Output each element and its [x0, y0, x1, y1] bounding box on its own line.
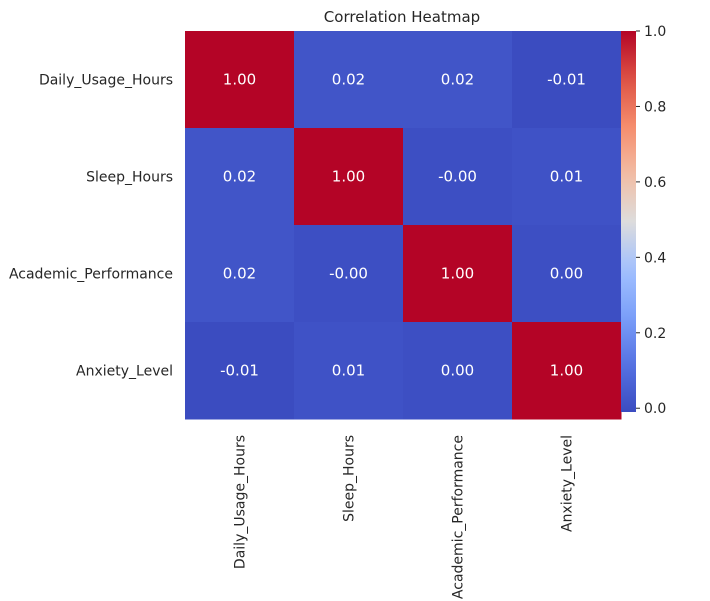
heatmap-cell: [403, 322, 513, 420]
heatmap-cell: [512, 322, 622, 420]
heatmap-cell: [185, 31, 295, 129]
heatmap-cell-label: 0.00: [441, 362, 474, 380]
colorbar-tick-label: 0.8: [644, 99, 666, 115]
heatmap-cell-label: -0.01: [220, 362, 259, 380]
heatmap-cell-label: 0.02: [332, 71, 365, 89]
x-tick-label: Daily_Usage_Hours: [233, 435, 249, 569]
heatmap-cell: [512, 31, 622, 129]
y-tick-label: Sleep_Hours: [86, 170, 173, 186]
colorbar-tick-label: 1.0: [644, 24, 666, 40]
heatmap-cell-label: -0.00: [438, 168, 477, 186]
heatmap-cell: [294, 31, 404, 129]
y-tick-label: Daily_Usage_Hours: [39, 73, 173, 89]
heatmap-cells: [185, 31, 622, 420]
heatmap-cell: [185, 225, 295, 323]
x-tick-label: Sleep_Hours: [342, 435, 358, 522]
heatmap-cell-label: -0.01: [547, 71, 586, 89]
y-tick-label: Anxiety_Level: [76, 364, 173, 380]
y-tick-label: Academic_Performance: [9, 267, 173, 283]
heatmap-cell-label: 0.01: [332, 362, 365, 380]
heatmap-cell-label: 1.00: [223, 71, 256, 89]
heatmap-cell-label: 0.02: [223, 168, 256, 186]
y-axis-tick-labels: Daily_Usage_Hours Sleep_Hours Academic_Per…: [9, 73, 173, 380]
chart-title: Correlation Heatmap: [324, 8, 480, 26]
heatmap-cell: [512, 128, 622, 226]
heatmap-cell-label: 0.02: [223, 265, 256, 283]
colorbar-tick-label: 0.6: [644, 175, 666, 191]
heatmap-cell-label: 0.02: [441, 71, 474, 89]
heatmap-cell: [294, 322, 404, 420]
heatmap-cell: [403, 225, 513, 323]
colorbar: [621, 31, 636, 412]
x-tick-label: Anxiety_Level: [560, 435, 576, 532]
heatmap-cell: [185, 322, 295, 420]
heatmap-cell-label: 1.00: [332, 168, 365, 186]
heatmap-cell: [403, 31, 513, 129]
heatmap-cell-label: 1.00: [550, 362, 583, 380]
colorbar-tick-label: 0.2: [644, 326, 666, 342]
colorbar-tick-label: 0.4: [644, 250, 666, 266]
heatmap-cell: [403, 128, 513, 226]
heatmap-cell-label: -0.00: [329, 265, 368, 283]
x-axis-tick-labels: Daily_Usage_Hours Sleep_Hours Academic_Per…: [233, 435, 576, 599]
colorbar-tick-label: 0.0: [644, 401, 666, 417]
heatmap-cell-label: 1.00: [441, 265, 474, 283]
heatmap-cell-labels: 1.00 0.02 0.02 -0.01 0.02 1.00 -0.00 0.01 0.02 -0…: [220, 71, 586, 380]
heatmap-cell: [512, 225, 622, 323]
heatmap-cell: [294, 225, 404, 323]
heatmap-cell-label: 0.01: [550, 168, 583, 186]
colorbar-ticks: 0.0 0.2 0.4 0.6 0.8 1.0: [636, 24, 666, 417]
heatmap-cell: [185, 128, 295, 226]
heatmap-cell: [294, 128, 404, 226]
x-tick-label: Academic_Performance: [451, 435, 467, 599]
heatmap-cell-label: 0.00: [550, 265, 583, 283]
